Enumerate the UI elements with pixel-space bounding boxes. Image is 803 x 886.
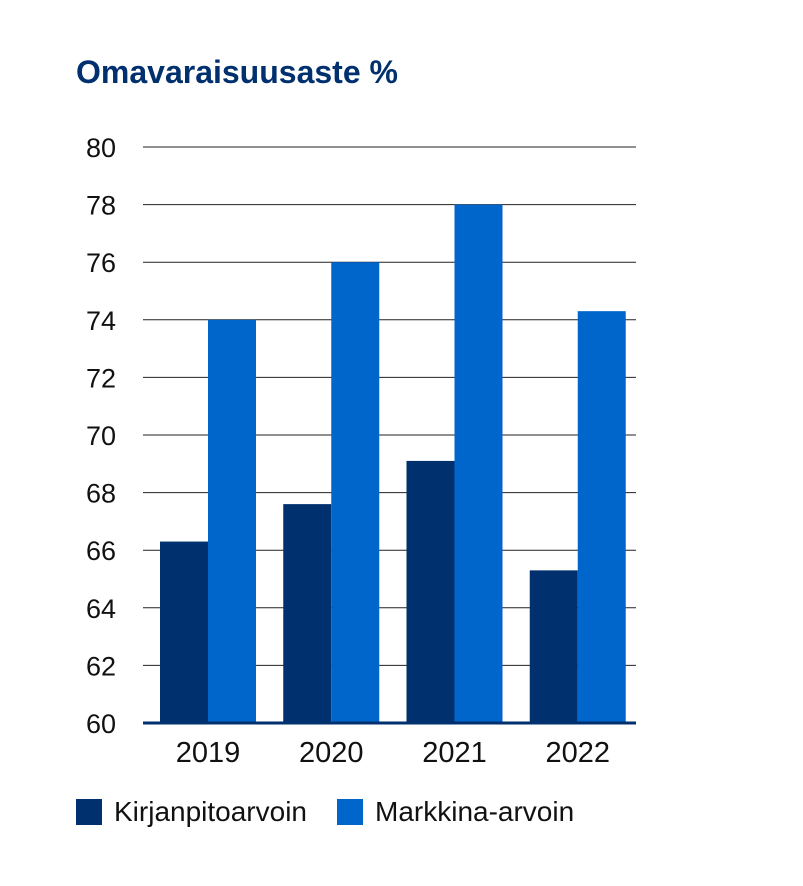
y-tick-label: 60	[86, 709, 116, 739]
bar-kirjanpitoarvoin-2020	[283, 504, 332, 723]
legend-item-kirjanpitoarvoin: Kirjanpitoarvoin	[76, 796, 307, 828]
bar-markkina-arvoin-2020	[331, 262, 380, 723]
legend-label-kirjanpitoarvoin: Kirjanpitoarvoin	[114, 796, 307, 827]
x-tick-label: 2019	[176, 737, 241, 769]
legend: Kirjanpitoarvoin Markkina-arvoin	[76, 796, 604, 828]
y-tick-label: 62	[86, 651, 116, 681]
bar-kirjanpitoarvoin-2022	[529, 570, 578, 723]
x-tick-label: 2021	[422, 737, 487, 769]
y-tick-label: 70	[86, 421, 116, 451]
bar-markkina-arvoin-2019	[208, 319, 256, 723]
legend-label-markkina-arvoin: Markkina-arvoin	[375, 796, 575, 827]
y-tick-label: 78	[86, 191, 116, 221]
legend-item-markkina-arvoin: Markkina-arvoin	[337, 796, 574, 828]
bar-markkina-arvoin-2021	[454, 204, 503, 724]
y-tick-label: 64	[86, 594, 116, 624]
y-tick-label: 72	[86, 363, 116, 393]
legend-swatch-kirjanpitoarvoin	[76, 799, 102, 825]
chart-title: Omavaraisuusaste %	[76, 54, 398, 90]
y-tick-label: 76	[86, 248, 116, 278]
x-tick-label: 2020	[299, 737, 364, 769]
bar-markkina-arvoin-2022	[577, 311, 626, 723]
legend-swatch-markkina-arvoin	[337, 799, 363, 825]
y-tick-label: 66	[86, 536, 116, 566]
y-tick-label: 68	[86, 479, 116, 509]
y-tick-label: 74	[86, 306, 116, 336]
bar-kirjanpitoarvoin-2019	[160, 541, 208, 723]
x-tick-label: 2022	[545, 737, 610, 769]
bar-kirjanpitoarvoin-2021	[406, 460, 455, 723]
y-tick-label: 80	[86, 133, 116, 163]
